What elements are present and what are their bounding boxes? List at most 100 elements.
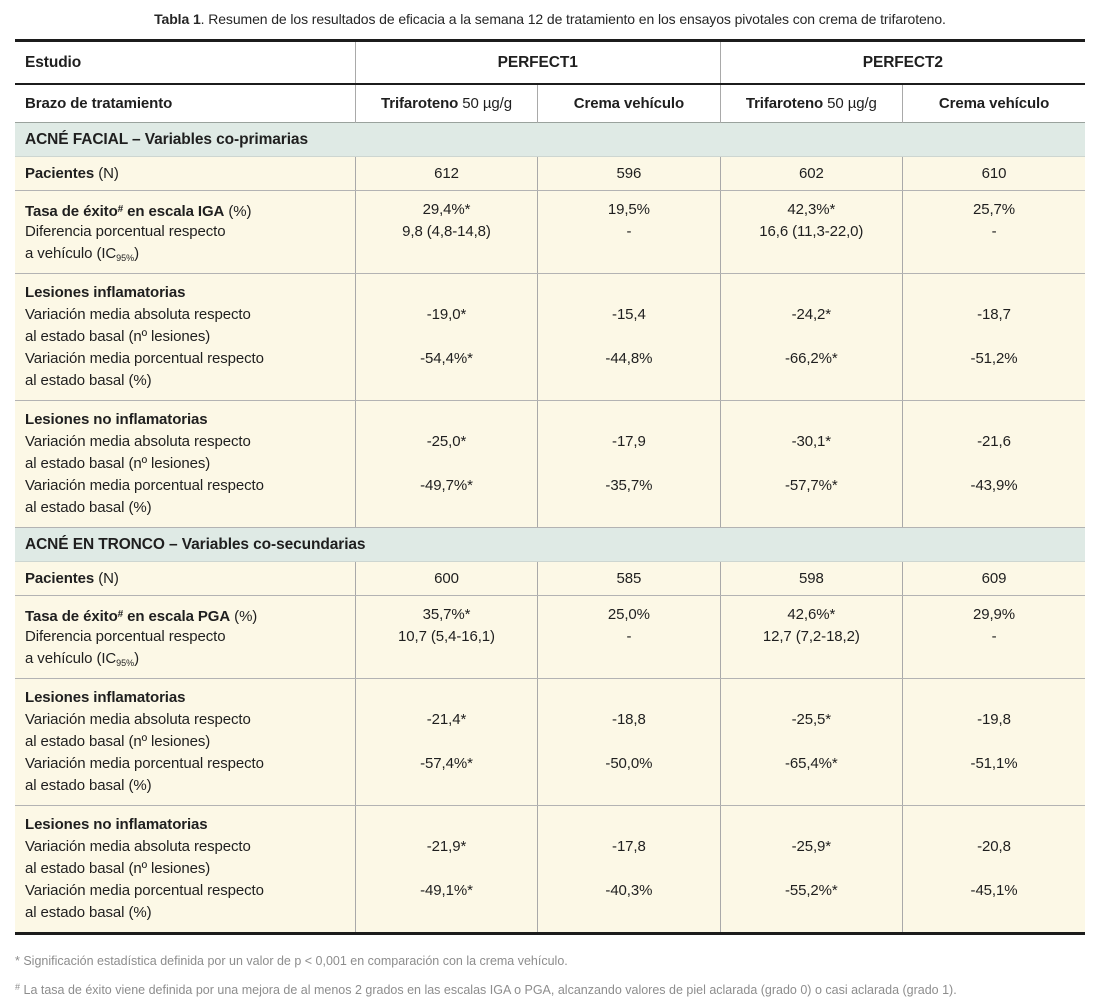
- value: -43,9%: [970, 477, 1018, 494]
- value: -24,2*: [791, 306, 832, 323]
- spacer-line: [356, 814, 537, 836]
- value: 35,7%*: [422, 606, 471, 623]
- label-line: Variación media porcentual respecto: [25, 755, 264, 772]
- table-caption-number: Tabla 1: [154, 11, 201, 27]
- value: 29,4%*: [422, 201, 471, 218]
- value: -: [991, 628, 997, 645]
- value: -17,9: [612, 433, 646, 450]
- lesion-title: Lesiones no inflamatorias: [25, 816, 208, 833]
- section-band-facial: ACNÉ FACIAL – Variables co-primarias: [15, 122, 1085, 157]
- facial-patients-label-cell: Pacientes (N): [15, 156, 356, 191]
- spacer-line: [538, 731, 719, 753]
- value: -49,7%*: [420, 477, 473, 494]
- value-cell: 610: [902, 156, 1085, 191]
- ci-subscript: 95%: [116, 658, 135, 668]
- value-cell: -25,0* -49,7%*: [354, 400, 538, 528]
- spacer-line: [903, 814, 1085, 836]
- success-label-bold: Tasa de éxito: [25, 203, 118, 220]
- spacer-line: [356, 409, 537, 431]
- value-cell: -15,4 -44,8%: [537, 273, 721, 401]
- arm-vehicle-label: Crema vehículo: [573, 95, 685, 112]
- lesion-title: Lesiones inflamatorias: [25, 284, 186, 301]
- spacer-line: [538, 497, 719, 519]
- diff-label: Diferencia porcentual respecto: [25, 223, 226, 240]
- spacer-line: [721, 687, 902, 709]
- spacer-line: [356, 731, 537, 753]
- arm-header-label: Brazo de tratamiento: [25, 95, 173, 112]
- label-line: Diferencia porcentual respecto: [25, 626, 355, 648]
- arm-p2-trifarotene-cell: Trifaroteno 50 µg/g: [719, 84, 903, 123]
- value: 602: [798, 165, 824, 182]
- label-line: Variación media absoluta respecto: [25, 711, 251, 728]
- spacer-line: [903, 902, 1085, 924]
- label-line: al estado basal (nº lesiones): [25, 733, 211, 750]
- spacer-line: [721, 814, 902, 836]
- arm-p1-trifarotene-cell: Trifaroteno 50 µg/g: [354, 84, 538, 123]
- spacer-line: [356, 282, 537, 304]
- value-cell: 19,5% -: [537, 190, 721, 274]
- spacer-line: [538, 648, 719, 670]
- spacer-line: [721, 326, 902, 348]
- label-line: Variación media porcentual respecto: [25, 882, 264, 899]
- section-band-tronco-cell: ACNÉ EN TRONCO – Variables co-secundaria…: [15, 527, 1085, 562]
- value-cell: -18,8 -50,0%: [537, 678, 721, 806]
- spacer-line: [356, 453, 537, 475]
- label-line: a vehículo (IC95%): [25, 648, 355, 670]
- value: -20,8: [977, 838, 1011, 855]
- value-cell: 25,7% -: [902, 190, 1085, 274]
- lesion-title: Lesiones no inflamatorias: [25, 411, 208, 428]
- spacer-line: [356, 775, 537, 797]
- study-perfect1-cell: PERFECT1: [354, 40, 721, 85]
- header-row-arm: Brazo de tratamiento Trifaroteno 50 µg/g…: [15, 84, 1085, 123]
- spacer-line: [356, 326, 537, 348]
- ci-label-pre: a vehículo (IC: [25, 245, 117, 262]
- value-cell: -25,5* -65,4%*: [719, 678, 903, 806]
- spacer-line: [721, 370, 902, 392]
- study-perfect1-label: PERFECT1: [497, 53, 578, 71]
- section-band-tronco: ACNÉ EN TRONCO – Variables co-secundaria…: [15, 527, 1085, 562]
- spacer-line: [903, 453, 1085, 475]
- label-line: al estado basal (%): [25, 499, 152, 516]
- section-band-facial-title: ACNÉ FACIAL – Variables co-primarias: [25, 130, 308, 148]
- value: -21,9*: [426, 838, 467, 855]
- ci-label-pre: a vehículo (IC: [25, 650, 117, 667]
- footnote-hash-superscript: #: [15, 982, 21, 992]
- arm-drug-dose: 50 µg/g: [823, 95, 877, 112]
- value: -57,4%*: [420, 755, 473, 772]
- value: 29,9%: [972, 606, 1016, 623]
- spacer-line: [356, 370, 537, 392]
- value: -35,7%: [605, 477, 653, 494]
- value: -40,3%: [605, 882, 653, 899]
- spacer-line: [538, 243, 719, 265]
- spacer-line: [721, 902, 902, 924]
- footnote-significance: * Significación estadística definida por…: [15, 948, 1085, 974]
- value: -25,9*: [791, 838, 832, 855]
- spacer-line: [538, 409, 719, 431]
- tronco-noninfl-label-cell: Lesiones no inflamatorias Variación medi…: [15, 805, 356, 934]
- value: -55,2%*: [784, 882, 838, 899]
- value-cell: -21,6 -43,9%: [902, 400, 1085, 528]
- value: -66,2%*: [784, 350, 838, 367]
- value-cell: -17,8 -40,3%: [537, 805, 721, 934]
- ci-label-post: ): [134, 245, 140, 262]
- spacer-line: [721, 497, 902, 519]
- value: -51,2%: [970, 350, 1018, 367]
- value: 596: [616, 165, 642, 182]
- value: 9,8 (4,8-14,8): [402, 223, 491, 240]
- table-row-facial-noninflammatory: Lesiones no inflamatorias Variación medi…: [15, 400, 1085, 528]
- arm-drug-name: Trifaroteno: [380, 95, 459, 112]
- value-cell: -25,9* -55,2%*: [719, 805, 903, 934]
- value: -19,8: [977, 711, 1011, 728]
- value: -51,1%: [970, 755, 1018, 772]
- spacer-line: [356, 648, 537, 670]
- value-cell: 598: [719, 561, 903, 596]
- value-cell: 602: [719, 156, 903, 191]
- table-caption-text: . Resumen de los resultados de eficacia …: [200, 11, 946, 27]
- spacer-line: [903, 282, 1085, 304]
- value-cell: -18,7 -51,2%: [902, 273, 1085, 401]
- spacer-line: [903, 370, 1085, 392]
- value-cell: 29,9% -: [902, 595, 1085, 679]
- value: 42,6%*: [787, 606, 836, 623]
- section-band-facial-cell: ACNÉ FACIAL – Variables co-primarias: [15, 122, 1085, 157]
- footnote-success-definition: # La tasa de éxito viene definida por un…: [15, 974, 1085, 1003]
